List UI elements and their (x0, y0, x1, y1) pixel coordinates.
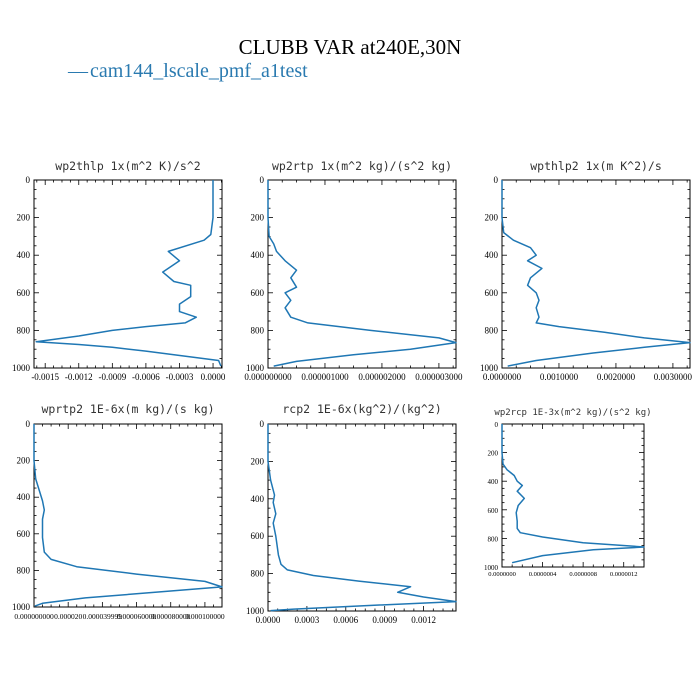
y-tick-label: 1000 (484, 564, 499, 572)
series-line (33, 424, 223, 607)
panel-title: rcp2 1E-6x(kg^2)/(kg^2) (282, 402, 441, 416)
panel-title: wp2rtp 1x(m^2 kg)/(s^2 kg) (272, 159, 452, 173)
y-tick-label: 800 (17, 565, 31, 575)
x-tick-label: 0.000020 (54, 612, 82, 621)
legend-marker: — (67, 60, 89, 82)
x-tick-label: 0.0009 (372, 615, 397, 625)
x-tick-label: -0.0006 (132, 372, 160, 382)
y-tick-label: 800 (488, 535, 499, 543)
y-tick-label: 200 (17, 213, 31, 223)
y-tick-label: 1000 (12, 363, 31, 373)
y-tick-label: 200 (251, 456, 265, 466)
x-tick-label: 0.0020000 (597, 372, 636, 382)
x-tick-label: 0.0000000 (488, 571, 516, 578)
y-tick-label: 0 (26, 175, 31, 185)
x-tick-label: 0.000060000 (117, 612, 157, 621)
y-tick-label: 600 (17, 529, 31, 539)
y-tick-label: 1000 (12, 602, 31, 612)
series-line (501, 424, 645, 564)
y-tick-label: 1000 (246, 606, 265, 616)
x-tick-label: 0.000039999 (83, 612, 123, 621)
x-tick-label: 0.000002000 (358, 372, 406, 382)
y-tick-label: 600 (251, 288, 265, 298)
x-tick-label: 0.0000008 (569, 571, 597, 578)
series-line (267, 180, 457, 367)
x-tick-label: 0.0000012 (610, 571, 638, 578)
y-tick-label: 0 (495, 421, 499, 429)
y-tick-label: 0 (260, 175, 265, 185)
y-tick-label: 1000 (246, 363, 265, 373)
panel-title: wp2rcp 1E-3x(m^2 kg)/(s^2 kg) (494, 408, 651, 418)
y-tick-label: 0 (26, 419, 31, 429)
y-tick-label: 800 (17, 325, 31, 335)
x-tick-label: 0.000000000 (14, 612, 54, 621)
y-tick-label: 800 (251, 325, 265, 335)
y-tick-label: 200 (17, 456, 31, 466)
panel-1: wp2thlp 1x(m^2 K)/s^202004006008001000-0… (12, 159, 226, 382)
series-line (35, 180, 222, 367)
plot-frame (267, 423, 457, 612)
panel-5: rcp2 1E-6x(kg^2)/(kg^2) 0 200 400 600 800 1000… (246, 402, 457, 625)
y-tick-label: 400 (17, 492, 31, 502)
y-tick-label: 400 (17, 250, 31, 260)
y-tick-label: 400 (251, 494, 265, 504)
x-tick-label: 0.0000000 (483, 372, 522, 382)
x-tick-label: 0.000003000 (415, 372, 463, 382)
x-tick-label: 0.0030000 (654, 372, 693, 382)
y-tick-label: 600 (17, 288, 31, 298)
y-tick-label: 600 (251, 531, 265, 541)
panel-4: wprtp2 1E-6x(m kg)/(s kg) 0 200 400 600 800 10… (12, 402, 225, 621)
x-tick-label: 0.0000 (201, 372, 226, 382)
x-tick-label: 0.000080000 (151, 612, 191, 621)
x-tick-label: 0.0012 (411, 615, 436, 625)
y-tick-label: 200 (251, 213, 265, 223)
x-tick-label: 0.0010000 (540, 372, 579, 382)
legend-label: cam144_lscale_pmf_a1test (90, 60, 308, 82)
legend: — cam144_lscale_pmf_a1test (67, 60, 308, 82)
x-tick-label: 0.000001000 (301, 372, 349, 382)
x-tick-label: -0.0012 (65, 372, 93, 382)
y-tick-label: 0 (260, 419, 265, 429)
y-tick-label: 1000 (480, 363, 499, 373)
series-line (501, 180, 691, 367)
panel-3: wpthlp2 1x(m K^2)/s020040060080010000.00… (480, 159, 693, 382)
plot-frame (267, 179, 457, 369)
y-tick-label: 800 (251, 569, 265, 579)
x-tick-label: 0.0000 (256, 615, 281, 625)
x-tick-label: -0.0009 (98, 372, 126, 382)
y-tick-label: 400 (488, 478, 499, 486)
y-tick-label: 600 (488, 507, 499, 515)
figure-title: CLUBB VAR at240E,30N (239, 35, 462, 59)
y-tick-label: 600 (485, 288, 499, 298)
plot-frame (33, 179, 223, 369)
x-tick-label: 0.0003 (295, 615, 320, 625)
x-tick-label: -0.0003 (166, 372, 194, 382)
y-tick-label: 400 (251, 250, 265, 260)
panels: wp2thlp 1x(m^2 K)/s^202004006008001000-0… (12, 159, 693, 625)
panel-6: wp2rcp 1E-3x(m^2 kg)/(s^2 kg) 0 200 400 600 8… (484, 408, 652, 578)
x-tick-label: 0.000100000 (185, 612, 225, 621)
panel-title: wpthlp2 1x(m K^2)/s (530, 159, 662, 173)
panel-title: wp2thlp 1x(m^2 K)/s^2 (55, 159, 200, 173)
x-tick-label: -0.0015 (31, 372, 59, 382)
y-tick-label: 200 (488, 450, 499, 458)
y-tick-label: 200 (485, 213, 499, 223)
series-line (267, 424, 457, 612)
x-tick-label: 0.0000004 (529, 571, 557, 578)
y-tick-label: 400 (485, 250, 499, 260)
x-tick-label: 0.0006 (333, 615, 358, 625)
panel-title: wprtp2 1E-6x(m kg)/(s kg) (41, 402, 214, 416)
x-tick-label: 0.000000000 (244, 372, 292, 382)
y-tick-label: 0 (494, 175, 499, 185)
y-tick-label: 800 (485, 325, 499, 335)
panel-2: wp2rtp 1x(m^2 kg)/(s^2 kg) 0 200 400 600 800 1… (244, 159, 463, 382)
